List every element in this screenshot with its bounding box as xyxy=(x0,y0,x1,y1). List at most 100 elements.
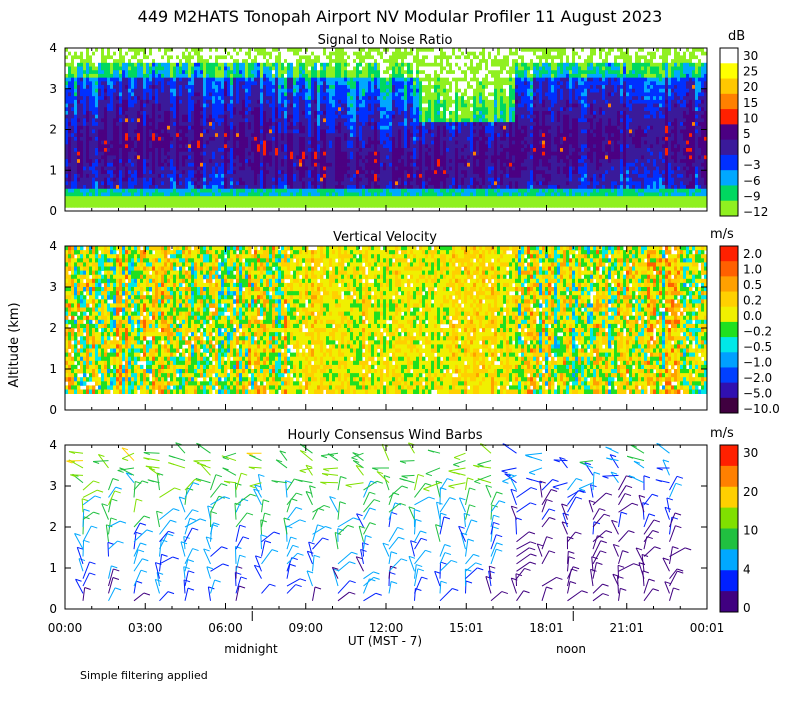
snr-cell xyxy=(290,141,293,145)
snr-cell xyxy=(404,170,407,174)
snr-cell xyxy=(104,52,107,56)
snr-cell xyxy=(146,107,149,111)
snr-cell xyxy=(314,89,317,93)
snr-cell xyxy=(284,55,287,59)
snr-cell xyxy=(392,170,395,174)
snr-cell xyxy=(122,74,125,78)
snr-cell xyxy=(95,159,98,163)
snr-cell xyxy=(185,192,188,196)
snr-cell xyxy=(161,55,164,59)
snr-cell xyxy=(89,100,92,104)
snr-cell xyxy=(380,174,383,178)
snr-cell xyxy=(173,92,176,96)
snr-cell xyxy=(131,118,134,122)
snr-cell xyxy=(320,111,323,115)
snr-cell xyxy=(251,200,254,204)
snr-cell xyxy=(125,152,128,156)
snr-cell xyxy=(278,122,281,126)
snr-cell xyxy=(401,163,404,167)
snr-cell xyxy=(335,89,338,93)
snr-cell xyxy=(287,70,290,74)
snr-cell xyxy=(149,115,152,119)
snr-cell xyxy=(125,74,128,78)
snr-cell xyxy=(410,52,413,56)
snr-cell xyxy=(104,85,107,89)
snr-cell xyxy=(152,48,155,52)
snr-cell xyxy=(368,59,371,63)
snr-cell xyxy=(65,59,68,63)
snr-cell xyxy=(188,85,191,89)
snr-cell xyxy=(209,204,212,208)
snr-cell xyxy=(143,63,146,67)
snr-cell xyxy=(116,163,119,167)
snr-cell xyxy=(224,155,227,159)
snr-cell xyxy=(158,118,161,122)
snr-cell xyxy=(68,141,71,145)
snr-cell xyxy=(233,78,236,82)
snr-cell xyxy=(104,70,107,74)
snr-cell xyxy=(389,167,392,171)
snr-cell xyxy=(83,81,86,85)
snr-cell xyxy=(167,174,170,178)
snr-cell xyxy=(77,100,80,104)
snr-cell xyxy=(107,96,110,100)
snr-cell xyxy=(203,55,206,59)
snr-cell xyxy=(389,148,392,152)
snr-cell xyxy=(257,133,260,137)
snr-cell xyxy=(122,63,125,67)
snr-cell xyxy=(383,155,386,159)
snr-cell xyxy=(152,200,155,204)
snr-cell xyxy=(356,70,359,74)
snr-cell xyxy=(329,155,332,159)
snr-cell xyxy=(239,55,242,59)
snr-cell xyxy=(86,55,89,59)
snr-cell xyxy=(98,70,101,74)
snr-cell xyxy=(269,170,272,174)
snr-cell xyxy=(287,152,290,156)
snr-cell xyxy=(116,178,119,182)
snr-cell xyxy=(305,85,308,89)
snr-cell xyxy=(80,133,83,137)
snr-cell xyxy=(326,200,329,204)
snr-cell xyxy=(263,189,266,193)
snr-cell xyxy=(233,55,236,59)
snr-cell xyxy=(245,192,248,196)
snr-cell xyxy=(68,55,71,59)
snr-cell xyxy=(149,70,152,74)
snr-cell xyxy=(374,200,377,204)
snr-cell xyxy=(296,70,299,74)
snr-cell xyxy=(356,96,359,100)
snr-cell xyxy=(395,167,398,171)
snr-cell xyxy=(326,192,329,196)
snr-cell xyxy=(290,148,293,152)
snr-cell xyxy=(101,192,104,196)
snr-cell xyxy=(248,104,251,108)
snr-cell xyxy=(239,100,242,104)
snr-cell xyxy=(401,115,404,119)
snr-cell xyxy=(170,204,173,208)
snr-cell xyxy=(206,52,209,56)
snr-cell xyxy=(350,92,353,96)
snr-cell xyxy=(188,159,191,163)
snr-cell xyxy=(398,192,401,196)
snr-cell xyxy=(128,141,131,145)
snr-cell xyxy=(167,152,170,156)
snr-cell xyxy=(308,104,311,108)
snr-cell xyxy=(125,85,128,89)
snr-cell xyxy=(239,92,242,96)
snr-cell xyxy=(104,89,107,93)
snr-cell xyxy=(80,55,83,59)
snr-cell xyxy=(329,204,332,208)
snr-cell xyxy=(194,174,197,178)
snr-cell xyxy=(83,70,86,74)
snr-cell xyxy=(206,126,209,130)
snr-cell xyxy=(209,118,212,122)
snr-cell xyxy=(197,59,200,63)
snr-cell xyxy=(191,59,194,63)
snr-cell xyxy=(77,55,80,59)
snr-cell xyxy=(233,144,236,148)
snr-cell xyxy=(410,185,413,189)
snr-cell xyxy=(251,137,254,141)
snr-cell xyxy=(230,152,233,156)
snr-cell xyxy=(74,92,77,96)
